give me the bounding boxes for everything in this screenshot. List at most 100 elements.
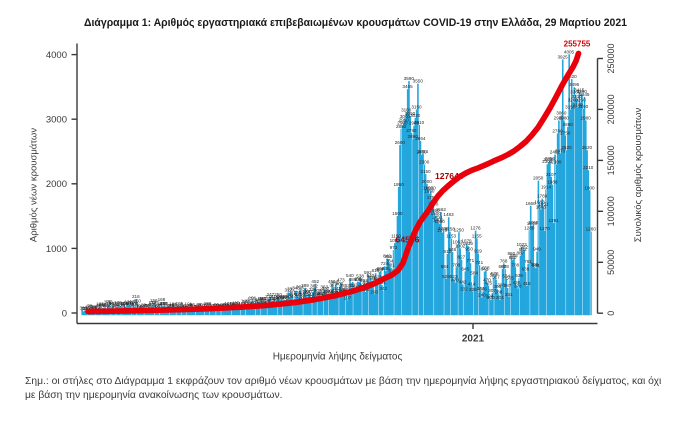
svg-text:481: 481	[349, 277, 357, 282]
svg-text:1683: 1683	[534, 199, 545, 204]
svg-text:88: 88	[129, 302, 135, 307]
svg-text:89: 89	[196, 302, 202, 307]
svg-text:523: 523	[450, 274, 458, 279]
svg-text:1850: 1850	[424, 188, 435, 193]
svg-text:3150: 3150	[565, 105, 576, 110]
svg-text:2000: 2000	[46, 179, 67, 190]
svg-text:328: 328	[469, 287, 477, 292]
svg-text:887: 887	[516, 251, 524, 256]
svg-text:3495: 3495	[569, 82, 580, 87]
svg-text:1083: 1083	[390, 238, 401, 243]
svg-text:2600: 2600	[395, 140, 406, 145]
svg-text:3260: 3260	[568, 97, 579, 102]
svg-text:216: 216	[132, 294, 140, 299]
svg-text:58: 58	[174, 304, 180, 309]
svg-text:638: 638	[375, 267, 383, 272]
svg-text:3060: 3060	[556, 110, 567, 115]
svg-text:684: 684	[499, 264, 507, 269]
svg-text:219: 219	[278, 294, 286, 299]
svg-text:132: 132	[124, 299, 132, 304]
svg-text:106: 106	[106, 301, 114, 306]
svg-text:658: 658	[482, 265, 490, 270]
svg-text:296: 296	[323, 289, 331, 294]
svg-text:64546: 64546	[396, 235, 420, 245]
svg-text:150000: 150000	[606, 145, 616, 175]
svg-text:500: 500	[369, 276, 377, 281]
svg-text:473: 473	[337, 277, 345, 282]
svg-text:209: 209	[308, 295, 316, 300]
svg-text:49: 49	[92, 305, 98, 310]
svg-text:68: 68	[176, 304, 182, 309]
svg-text:439: 439	[363, 280, 371, 285]
svg-text:576: 576	[491, 271, 499, 276]
svg-text:51: 51	[88, 305, 94, 310]
svg-text:982: 982	[520, 245, 528, 250]
svg-text:64: 64	[111, 304, 117, 309]
svg-text:1062: 1062	[452, 239, 463, 244]
svg-text:336: 336	[338, 286, 346, 291]
svg-text:125: 125	[149, 300, 157, 305]
svg-text:3000: 3000	[46, 115, 67, 126]
svg-text:332: 332	[460, 287, 468, 292]
svg-text:49: 49	[91, 305, 97, 310]
svg-text:199: 199	[282, 295, 290, 300]
svg-text:1400: 1400	[433, 218, 444, 223]
svg-text:95: 95	[206, 302, 212, 307]
svg-text:80: 80	[154, 303, 160, 308]
svg-text:2690: 2690	[408, 134, 419, 139]
svg-text:539: 539	[515, 273, 523, 278]
svg-text:104: 104	[169, 301, 177, 306]
svg-text:764: 764	[386, 259, 394, 264]
svg-text:387: 387	[504, 283, 512, 288]
svg-text:118: 118	[244, 300, 252, 305]
svg-text:2664: 2664	[415, 136, 426, 141]
svg-text:88: 88	[109, 302, 115, 307]
svg-text:1750: 1750	[427, 195, 438, 200]
svg-text:611: 611	[388, 269, 396, 274]
svg-text:540: 540	[346, 273, 354, 278]
svg-text:308: 308	[314, 288, 322, 293]
svg-text:2000: 2000	[422, 179, 433, 184]
svg-text:2210: 2210	[583, 165, 594, 170]
svg-text:540: 540	[367, 273, 375, 278]
svg-text:2107: 2107	[546, 172, 557, 177]
svg-text:1280: 1280	[524, 225, 535, 230]
svg-text:120: 120	[126, 300, 134, 305]
svg-text:245: 245	[315, 292, 323, 297]
svg-text:68: 68	[167, 304, 173, 309]
svg-text:3620: 3620	[566, 74, 577, 79]
svg-text:71: 71	[179, 303, 185, 308]
svg-text:880: 880	[508, 251, 516, 256]
svg-text:771: 771	[466, 258, 474, 263]
svg-text:942: 942	[519, 247, 527, 252]
svg-text:79: 79	[103, 303, 109, 308]
svg-text:79: 79	[100, 303, 106, 308]
svg-text:80: 80	[187, 303, 193, 308]
svg-text:95: 95	[236, 302, 242, 307]
svg-text:304: 304	[334, 288, 342, 293]
svg-text:407: 407	[336, 282, 344, 287]
svg-text:69: 69	[155, 304, 161, 309]
svg-text:678: 678	[501, 264, 509, 269]
svg-text:103: 103	[115, 301, 123, 306]
svg-text:1900: 1900	[423, 185, 434, 190]
svg-text:827: 827	[458, 255, 466, 260]
svg-text:418: 418	[523, 281, 531, 286]
svg-text:70: 70	[136, 303, 142, 308]
svg-text:107: 107	[224, 301, 232, 306]
svg-text:105: 105	[117, 301, 125, 306]
svg-text:210: 210	[277, 294, 285, 299]
svg-text:250: 250	[274, 292, 282, 297]
svg-text:1245: 1245	[437, 228, 448, 233]
svg-text:2450: 2450	[417, 150, 428, 155]
svg-text:2910: 2910	[414, 120, 425, 125]
svg-text:517: 517	[492, 275, 500, 280]
svg-text:344: 344	[477, 286, 485, 291]
svg-text:1000: 1000	[46, 244, 67, 255]
svg-text:66: 66	[181, 304, 187, 309]
svg-text:262: 262	[318, 291, 326, 296]
svg-text:204: 204	[496, 295, 504, 300]
svg-text:90: 90	[197, 302, 203, 307]
svg-text:1260: 1260	[586, 227, 597, 232]
svg-text:95: 95	[172, 302, 178, 307]
